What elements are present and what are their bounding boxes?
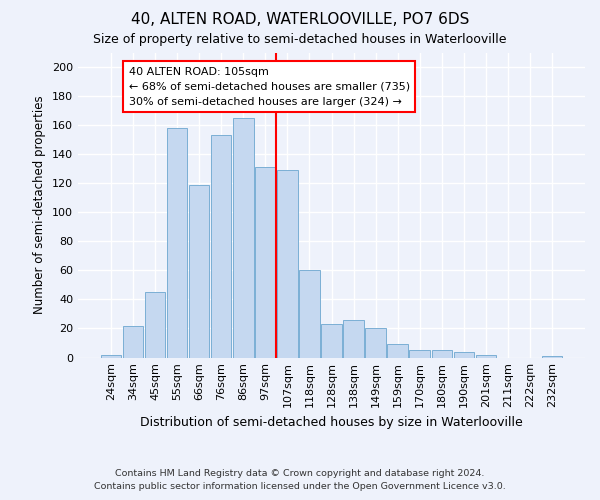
Text: Size of property relative to semi-detached houses in Waterlooville: Size of property relative to semi-detach… <box>93 32 507 46</box>
Bar <box>167 128 187 358</box>
Bar <box>343 320 364 358</box>
Bar <box>123 326 143 358</box>
Bar <box>255 167 275 358</box>
Bar <box>299 270 320 358</box>
Bar <box>454 352 474 358</box>
Bar <box>365 328 386 358</box>
Y-axis label: Number of semi-detached properties: Number of semi-detached properties <box>34 96 46 314</box>
Bar <box>211 136 232 358</box>
X-axis label: Distribution of semi-detached houses by size in Waterlooville: Distribution of semi-detached houses by … <box>140 416 523 429</box>
Bar <box>101 354 121 358</box>
Bar <box>542 356 562 358</box>
Bar <box>476 354 496 358</box>
Bar <box>431 350 452 358</box>
Text: Contains HM Land Registry data © Crown copyright and database right 2024.
Contai: Contains HM Land Registry data © Crown c… <box>94 469 506 491</box>
Bar <box>322 324 341 358</box>
Bar <box>409 350 430 358</box>
Bar <box>388 344 408 358</box>
Bar <box>189 184 209 358</box>
Text: 40, ALTEN ROAD, WATERLOOVILLE, PO7 6DS: 40, ALTEN ROAD, WATERLOOVILLE, PO7 6DS <box>131 12 469 28</box>
Text: 40 ALTEN ROAD: 105sqm
← 68% of semi-detached houses are smaller (735)
30% of sem: 40 ALTEN ROAD: 105sqm ← 68% of semi-deta… <box>129 67 410 106</box>
Bar <box>277 170 298 358</box>
Bar <box>145 292 166 358</box>
Bar <box>233 118 254 358</box>
